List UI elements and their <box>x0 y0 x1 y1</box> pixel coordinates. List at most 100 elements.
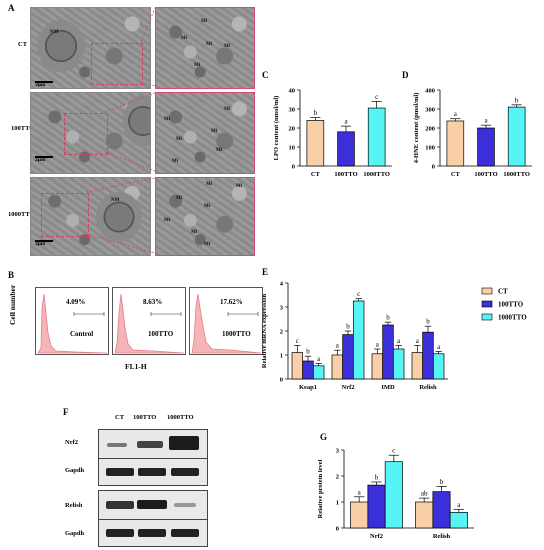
significance-letter: b <box>515 96 519 104</box>
bar <box>337 131 355 167</box>
y-tick-label: 300 <box>425 106 435 113</box>
significance-letter: b <box>306 348 310 356</box>
flow-percent-control: 4.09% <box>66 298 86 306</box>
legend-label: 1000TTO <box>498 314 527 322</box>
bar <box>432 353 445 380</box>
em-row-label-100tto: 100TTO <box>11 125 35 132</box>
significance-letter: c <box>375 93 378 101</box>
y-axis-label: Relative protein level <box>318 459 324 518</box>
y-axis-label: 4-HNE content (pmol/ml) <box>413 93 420 164</box>
bar <box>384 461 403 529</box>
y-tick-label: 0 <box>292 163 295 170</box>
panel-label-e: E <box>262 267 269 277</box>
y-tick-label: 3 <box>336 447 340 454</box>
bar <box>291 352 304 380</box>
y-tick-label: 1 <box>280 352 283 359</box>
significance-letter: a <box>336 342 340 350</box>
significance-letter: a <box>376 341 380 349</box>
flow-percent-1000tto: 17.62% <box>220 298 243 306</box>
y-tick-label: 0 <box>432 163 435 170</box>
x-tick-label: Nrf2 <box>370 533 383 540</box>
em-image-100tto: 2μm <box>30 92 151 174</box>
chart-c-lpo: 0 10 20 30 40 LPO content (nmol/ml) b CT a 100TTO… <box>273 87 392 178</box>
significance-letter: a <box>358 488 362 496</box>
bar <box>306 120 325 167</box>
bar <box>371 353 384 380</box>
x-tick-label: Nrf2 <box>342 384 355 391</box>
blot-strip-gapdh-1 <box>98 458 208 486</box>
blot-col-ct: CT <box>115 414 125 421</box>
y-axis-label: Relative mRNA expression <box>262 293 268 368</box>
significance-letter: a <box>344 118 348 126</box>
y-tick-label: 400 <box>425 87 435 94</box>
y-tick-label: 3 <box>280 304 284 311</box>
flow-histogram-100tto: 8.63% 100TTO <box>112 287 186 355</box>
legend-swatch <box>481 313 493 321</box>
x-tick-label: Keap1 <box>299 384 317 391</box>
bar <box>382 324 394 380</box>
panel-label-c: C <box>262 70 269 80</box>
y-tick-label: 0 <box>336 525 339 532</box>
x-tick-label: 1000TTO <box>363 171 390 178</box>
x-tick-label: 100TTO <box>334 171 357 178</box>
panel-label-b: B <box>8 270 15 280</box>
x-tick-label: 100TTO <box>474 171 497 178</box>
flow-histogram-control: 4.09% Control <box>35 287 109 355</box>
bar <box>342 334 354 380</box>
x-tick-label: Relish <box>419 384 437 391</box>
significance-letter: b <box>426 318 430 326</box>
flow-ylabel: Cell number <box>8 284 17 325</box>
significance-letter: b <box>314 109 318 117</box>
panel-label-f: F <box>63 407 69 417</box>
legend-swatch <box>481 287 493 295</box>
y-tick-label: 100 <box>425 144 435 151</box>
significance-letter: a <box>437 343 441 351</box>
em-zoom-ct: Mi Mi Mi Mi Mi <box>155 7 255 89</box>
x-tick-label: CT <box>451 171 461 178</box>
em-image-1000tto: NM 2μm <box>30 177 151 256</box>
significance-letter: c <box>357 290 360 298</box>
bar <box>477 127 495 167</box>
bar <box>302 360 314 380</box>
significance-letter: b <box>375 473 379 481</box>
bar <box>415 501 434 529</box>
em-row-label-ct: CT <box>18 41 28 48</box>
legend-label: 100TTO <box>498 301 524 309</box>
significance-letter: a <box>454 110 458 118</box>
bar <box>411 352 424 380</box>
bar <box>422 331 434 380</box>
y-tick-label: 40 <box>289 87 296 94</box>
blot-row-nrf2: Nrf2 <box>65 439 78 446</box>
blot-strip-gapdh-2 <box>98 519 208 547</box>
y-tick-label: 20 <box>289 125 296 132</box>
em-row-label-1000tto: 1000TTO <box>8 211 35 218</box>
y-tick-label: 2 <box>280 328 283 335</box>
significance-letter: c <box>296 337 299 345</box>
x-tick-label: Relish <box>433 533 451 540</box>
significance-letter: a <box>457 501 461 509</box>
flow-name-1000tto: 1000TTO <box>222 330 251 338</box>
y-tick-label: 1 <box>336 499 339 506</box>
blot-col-1000tto: 1000TTO <box>167 414 194 421</box>
bar <box>507 106 526 167</box>
y-tick-label: 2 <box>336 473 339 480</box>
em-image-ct: NM 2μm <box>30 7 151 89</box>
y-axis-label: LPO content (nmol/ml) <box>273 96 280 161</box>
x-tick-label: IMD <box>381 384 395 391</box>
em-connector-lines <box>85 7 156 254</box>
em-zoom-100tto: Mi Mi Mi Mi Mi Mi <box>155 92 255 174</box>
bar <box>367 484 386 529</box>
em-zoom-1000tto: Mi Mi Mi Mi Mi Mi Mi <box>155 177 255 256</box>
em-label-nm: NM <box>50 30 59 35</box>
bar <box>392 348 405 380</box>
blot-row-gapdh-1: Gapdh <box>65 467 85 474</box>
scale-label: 2μm <box>35 82 46 88</box>
significance-letter: b <box>440 478 444 486</box>
y-tick-label: 4 <box>280 280 284 287</box>
significance-letter: ab <box>421 490 428 498</box>
bar <box>312 365 325 380</box>
y-tick-label: 200 <box>425 125 435 132</box>
significance-letter: a <box>416 337 420 345</box>
